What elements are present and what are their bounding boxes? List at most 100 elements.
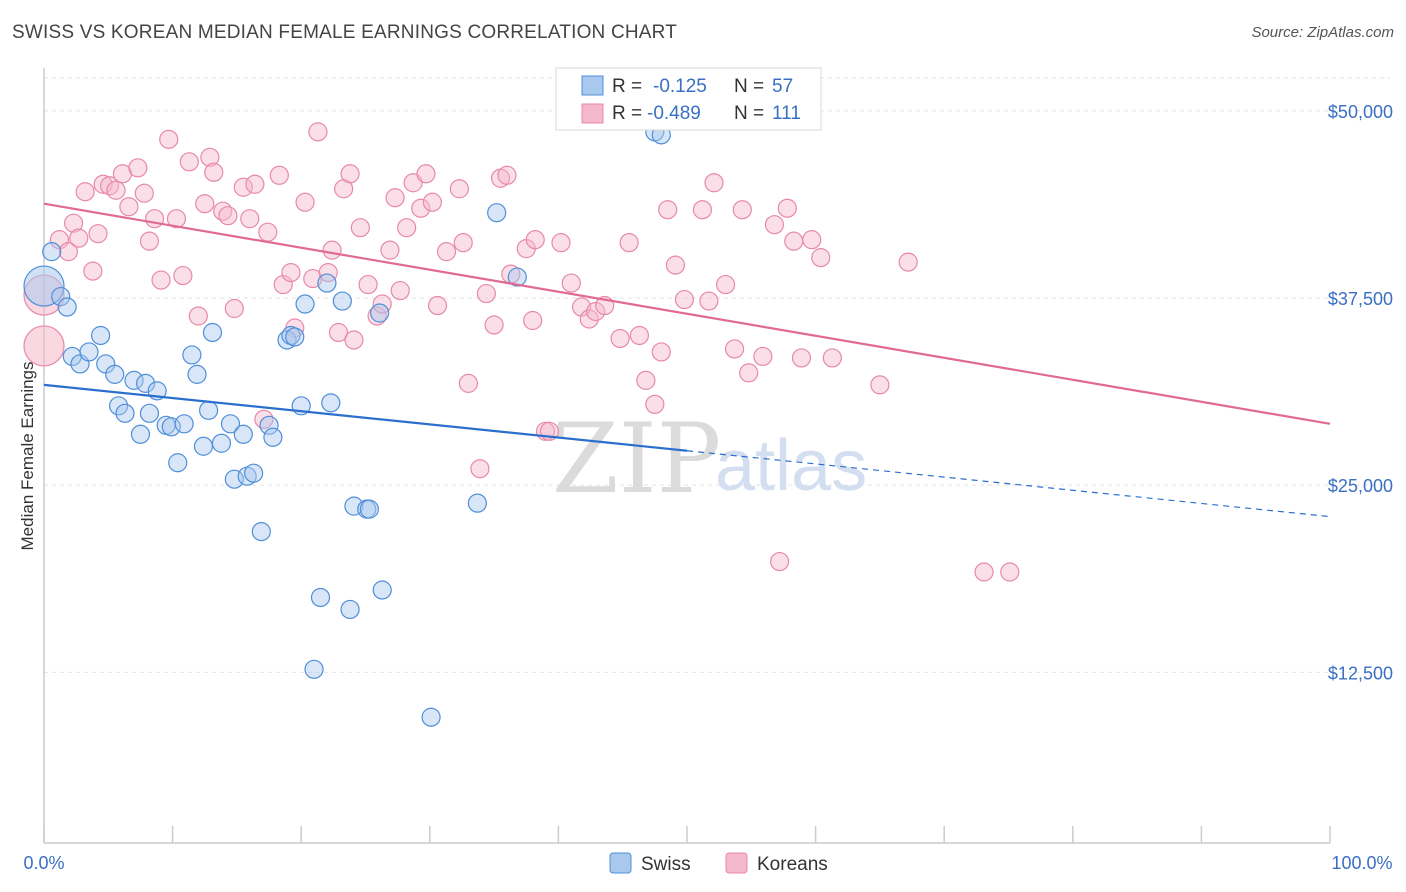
koreans-point [204, 162, 224, 182]
koreans-point [224, 298, 244, 319]
swiss-point [199, 400, 219, 420]
koreans-point [665, 255, 686, 275]
swiss-point [251, 521, 271, 542]
source-label: Source: ZipAtlas.com [1251, 24, 1394, 41]
koreans-point [484, 315, 504, 335]
swiss-point [285, 327, 305, 347]
koreans-point [898, 252, 918, 272]
koreans-point [23, 325, 65, 367]
y-tick-label-50000: $50,000 [1328, 102, 1393, 122]
koreans-point [739, 363, 759, 383]
watermark-zip: ZIP [552, 403, 721, 515]
koreans-point [83, 261, 103, 281]
koreans-point [458, 373, 478, 393]
swiss-point [467, 493, 487, 513]
koreans-point [281, 262, 301, 283]
bottom-legend-swatch-swiss [609, 852, 632, 874]
legend-koreans-r-value: -0.489 [647, 103, 701, 124]
koreans-point [629, 325, 650, 346]
koreans-point [151, 270, 171, 290]
koreans-point [651, 342, 671, 362]
koreans-point [525, 230, 545, 250]
koreans-point [390, 280, 410, 301]
koreans-point [258, 222, 278, 242]
legend-swiss-r-value: -0.125 [653, 76, 707, 97]
koreans-point [470, 459, 490, 479]
koreans-point [385, 188, 405, 208]
koreans-point [732, 200, 752, 220]
koreans-point [822, 348, 842, 368]
koreans-point [200, 147, 220, 167]
swiss-point [370, 303, 390, 323]
koreans-point [322, 240, 342, 260]
koreans-point [561, 273, 581, 293]
koreans-point [344, 330, 364, 350]
swiss-point [139, 403, 160, 423]
legend-swatch-koreans [581, 103, 604, 124]
koreans-point [579, 309, 599, 329]
swiss-point [115, 403, 135, 423]
koreans-point [245, 174, 265, 194]
swiss-point [187, 364, 207, 384]
legend-swiss-r-label: R = [612, 76, 642, 97]
swiss-point [244, 463, 264, 483]
koreans-point [610, 328, 630, 349]
koreans-point [139, 231, 160, 251]
koreans-point [69, 228, 89, 248]
koreans-point [340, 164, 360, 184]
swiss-point [193, 436, 214, 456]
swiss-point [317, 273, 337, 293]
koreans-point [764, 215, 785, 235]
swiss-point [487, 203, 507, 223]
y-tick-label-37500: $37,500 [1328, 289, 1393, 309]
swiss-point [421, 707, 441, 727]
swiss-point [57, 297, 77, 317]
koreans-point [422, 192, 442, 212]
koreans-point [497, 165, 517, 185]
swiss-point [79, 342, 99, 362]
legend-swatch-swiss [581, 75, 604, 96]
swiss-point [51, 286, 71, 307]
koreans-point [367, 306, 387, 326]
koreans-point [699, 291, 719, 311]
koreans-point [75, 182, 95, 202]
koreans-point [119, 197, 139, 217]
bottom-legend-koreans: Koreans [757, 854, 828, 875]
watermark: ZIP atlas [552, 403, 867, 515]
koreans-point [179, 152, 199, 172]
koreans-point [453, 233, 473, 253]
koreans-point [753, 346, 773, 367]
koreans-point [436, 242, 457, 262]
koreans-point [63, 213, 84, 233]
swiss-point [105, 364, 125, 384]
koreans-point [254, 409, 274, 429]
swiss-point [202, 322, 223, 343]
koreans-point [658, 200, 678, 220]
koreans-point [870, 375, 890, 395]
koreans-point [784, 231, 804, 251]
swiss-point [42, 242, 62, 262]
koreans-point [273, 274, 293, 295]
koreans-point [802, 230, 822, 250]
swiss-point [220, 414, 241, 434]
swiss-point [211, 433, 232, 453]
bottom-legend-swatch-koreans [725, 852, 748, 874]
series-legend: Swiss Koreans [609, 852, 828, 875]
swiss-point [135, 373, 156, 393]
swiss-point [295, 294, 315, 314]
koreans-point [106, 180, 126, 200]
trend-lines [43, 202, 1331, 518]
koreans-point [88, 224, 108, 244]
koreans-point [724, 339, 745, 359]
koreans-point [619, 233, 639, 253]
koreans-point [811, 248, 831, 268]
legend-koreans-n-label: N = [734, 103, 764, 124]
koreans-point [166, 209, 187, 229]
swiss-point [108, 396, 129, 416]
koreans-point [308, 122, 328, 142]
koreans-point [397, 218, 417, 238]
koreans-point [295, 192, 315, 212]
swiss-point [263, 427, 283, 447]
koreans-point [449, 179, 469, 199]
koreans-series [23, 122, 1020, 582]
